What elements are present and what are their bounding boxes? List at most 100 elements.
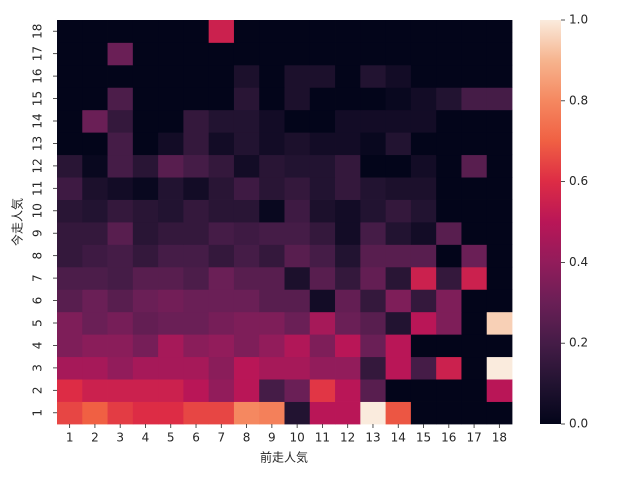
- heatmap-cell: [410, 222, 437, 245]
- y-tick-label: 3: [31, 364, 45, 372]
- heatmap-cell: [82, 289, 108, 313]
- heatmap-cell: [385, 132, 412, 156]
- heatmap-cell: [486, 379, 513, 402]
- heatmap-cell: [158, 42, 184, 66]
- x-tick-label: 9: [268, 431, 276, 445]
- y-tick-label: 13: [31, 136, 45, 151]
- heatmap-cell: [486, 132, 513, 156]
- heatmap-cell: [208, 64, 235, 88]
- heatmap-cell: [208, 334, 235, 358]
- heatmap-cell: [57, 109, 83, 133]
- heatmap-cell: [107, 154, 134, 178]
- heatmap-cell: [335, 334, 361, 358]
- heatmap-cell: [259, 132, 285, 156]
- heatmap-cell: [461, 311, 488, 335]
- heatmap-cell: [82, 42, 108, 66]
- heatmap-cell: [461, 177, 488, 200]
- colorbar-tick-label: 0.4: [569, 255, 588, 269]
- heatmap-cell: [183, 401, 210, 425]
- heatmap-cell: [335, 379, 361, 402]
- heatmap-cell: [309, 334, 336, 358]
- heatmap-cell: [309, 401, 336, 425]
- heatmap-cell: [335, 177, 361, 200]
- heatmap-cell: [233, 177, 260, 200]
- heatmap-cell: [183, 222, 210, 245]
- y-tick-label: 8: [31, 252, 45, 260]
- heatmap-cell: [461, 356, 488, 380]
- heatmap-cell: [82, 87, 108, 111]
- heatmap-cell: [132, 334, 159, 358]
- heatmap-cell: [82, 177, 108, 200]
- heatmap-cell: [183, 20, 210, 43]
- heatmap-cell: [57, 177, 83, 200]
- heatmap-cell: [208, 132, 235, 156]
- heatmap-cell: [132, 154, 159, 178]
- heatmap-cell: [309, 356, 336, 380]
- heatmap-cell: [461, 244, 488, 268]
- heatmap-cell: [360, 356, 387, 380]
- heatmap-cell: [57, 401, 83, 425]
- heatmap-cell: [57, 222, 83, 245]
- heatmap-cell: [107, 132, 134, 156]
- heatmap-cell: [436, 20, 462, 43]
- heatmap-cell: [208, 87, 235, 111]
- heatmap-cell: [107, 42, 134, 66]
- heatmap-cell: [360, 379, 387, 402]
- heatmap-cell: [82, 154, 108, 178]
- heatmap-cell: [284, 132, 311, 156]
- heatmap-cell: [436, 199, 462, 223]
- heatmap-cell: [410, 334, 437, 358]
- heatmap-cell: [486, 154, 513, 178]
- heatmap-cell: [410, 289, 437, 313]
- heatmap-cell: [486, 334, 513, 358]
- heatmap-cell: [360, 87, 387, 111]
- heatmap-cell: [284, 64, 311, 88]
- heatmap-cell: [436, 289, 462, 313]
- heatmap-cell: [208, 20, 235, 43]
- heatmap-cell: [360, 334, 387, 358]
- x-tick-label: 4: [142, 431, 150, 445]
- heatmap-cell: [82, 199, 108, 223]
- heatmap-cell: [360, 199, 387, 223]
- heatmap-cell: [436, 154, 462, 178]
- heatmap-cell: [486, 289, 513, 313]
- x-tick-label: 10: [289, 431, 304, 445]
- heatmap-cell: [107, 311, 134, 335]
- heatmap-cell: [82, 244, 108, 268]
- heatmap-cell: [486, 401, 513, 425]
- heatmap-cell: [436, 109, 462, 133]
- y-tick-label: 11: [31, 181, 45, 196]
- heatmap-cell: [158, 87, 184, 111]
- heatmap-cell: [57, 20, 83, 43]
- heatmap-cell: [284, 289, 311, 313]
- heatmap-cell: [57, 64, 83, 88]
- heatmap-cell: [183, 87, 210, 111]
- heatmap-cell: [82, 64, 108, 88]
- heatmap-cell: [461, 132, 488, 156]
- heatmap-cell: [436, 244, 462, 268]
- heatmap-cell: [309, 266, 336, 290]
- heatmap-cell: [259, 109, 285, 133]
- y-tick-label: 1: [31, 409, 45, 417]
- heatmap-cell: [107, 379, 134, 402]
- heatmap-cell: [183, 177, 210, 200]
- heatmap-cell: [410, 401, 437, 425]
- heatmap-cell: [309, 64, 336, 88]
- heatmap-cell: [309, 109, 336, 133]
- heatmap-cell: [410, 266, 437, 290]
- heatmap-cell: [385, 266, 412, 290]
- heatmap-cell: [82, 334, 108, 358]
- heatmap-cell: [233, 244, 260, 268]
- heatmap-cell: [436, 132, 462, 156]
- heatmap-cell: [436, 311, 462, 335]
- y-tick-label: 10: [31, 203, 45, 218]
- heatmap-cell: [385, 356, 412, 380]
- heatmap-cell: [158, 289, 184, 313]
- heatmap-cell: [309, 311, 336, 335]
- heatmap-cell: [335, 64, 361, 88]
- colorbar-tick-label: 0.2: [569, 336, 588, 350]
- heatmap-cell: [158, 20, 184, 43]
- heatmap-cell: [284, 266, 311, 290]
- heatmap-cell: [410, 177, 437, 200]
- heatmap-cell: [82, 401, 108, 425]
